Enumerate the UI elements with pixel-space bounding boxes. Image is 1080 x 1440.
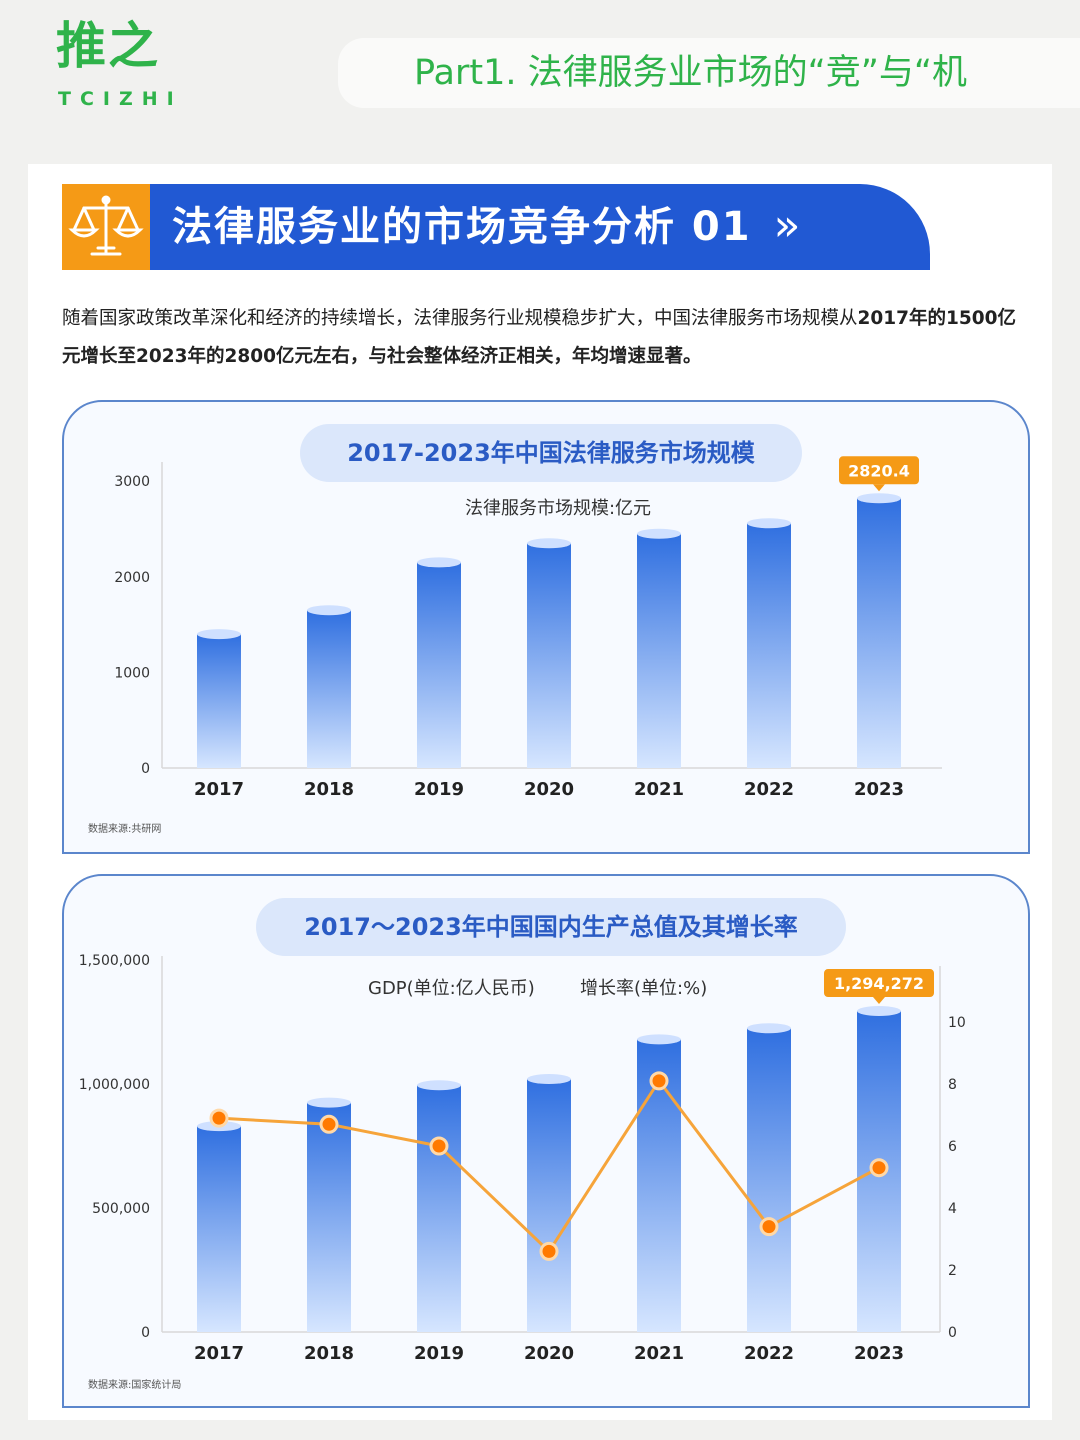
chart2-bar-2019	[417, 1085, 461, 1332]
chart2-rate-point-2023	[869, 1158, 889, 1178]
chart2-bar-2017	[197, 1126, 241, 1332]
chart2-bar-2022	[747, 1028, 791, 1332]
chart2-ytick-right-2: 2	[948, 1263, 957, 1279]
banner-title: 法律服务业的市场竞争分析 01 »	[172, 196, 802, 257]
chart-panel-market: 2017-2023年中国法律服务市场规模 0 1000 2000 3000 法律服务市场…	[62, 400, 1030, 854]
chart1-ytick-1000: 1000	[114, 665, 150, 681]
chart1-bar-cap-2020	[527, 538, 571, 549]
chart2-ytick-left-500000: 500,000	[92, 1201, 150, 1217]
chart2-bar-cap-2020	[527, 1074, 571, 1085]
chart2-rate-point-2022	[759, 1217, 779, 1237]
chart2-legend-gdp: GDP(单位:亿人民币)	[368, 978, 535, 999]
chart1-svg: 0 1000 2000 3000 法律服务市场规模:亿元 2017 2018 2019 2020…	[88, 456, 942, 835]
scales-icon	[68, 195, 144, 256]
banner-icon-box	[62, 184, 150, 270]
chart2-ytick-right-4: 4	[948, 1201, 957, 1217]
chart2-xtick-2023: 2023	[854, 1343, 904, 1364]
chart1-ytick-0: 0	[141, 761, 150, 777]
chart1-bar-cap-2023	[857, 493, 901, 504]
intro-paragraph: 随着国家政策改革深化和经济的持续增长，法律服务行业规模稳步扩大，中国法律服务市场…	[62, 300, 1022, 376]
chart1-bar-2017	[197, 634, 241, 768]
chart2-title: 2017～2023年中国国内生产总值及其增长率	[256, 898, 846, 956]
chart2-ytick-right-6: 6	[948, 1139, 957, 1155]
chart2-xtick-2018: 2018	[304, 1343, 354, 1364]
chart2-bar-cap-2019	[417, 1080, 461, 1091]
chart1-source: 数据来源:共研网	[88, 822, 161, 835]
chart1-bar-2021	[637, 533, 681, 768]
content-card: 法律服务业的市场竞争分析 01 » 随着国家政策改革深化和经济的持续增长，法律服…	[28, 164, 1052, 1420]
brand-logo: 推之 TCIZHI	[52, 14, 182, 110]
chart1-highlight-label-box	[839, 456, 919, 485]
banner-title-text: 法律服务业的市场竞争分析 01	[172, 204, 752, 250]
chart1-bar-2022	[747, 523, 791, 768]
chart2-xtick-2021: 2021	[634, 1343, 684, 1364]
chart2-bar-cap-2023	[857, 1006, 901, 1017]
double-chevron-icon: »	[773, 200, 803, 251]
chart2-rate-point-2018	[319, 1114, 339, 1134]
chart2-rate-point-2019	[429, 1136, 449, 1156]
chart2-xtick-2020: 2020	[524, 1343, 574, 1364]
intro-text-bold: 2017年的1500亿元增长至2023年的2800亿元左右，	[62, 308, 1016, 367]
section-banner: 法律服务业的市场竞争分析 01 »	[62, 184, 938, 270]
chart2-highlight-label-pointer	[873, 997, 885, 1005]
chart2-ytick-right-10: 10	[948, 1015, 966, 1031]
chart2-xtick-2019: 2019	[414, 1343, 464, 1364]
chart2-ytick-right-8: 8	[948, 1077, 957, 1093]
chart1-bar-cap-2017	[197, 629, 241, 640]
chart1-bar-cap-2022	[747, 518, 791, 529]
chart2-xtick-2022: 2022	[744, 1343, 794, 1364]
banner-bar	[150, 184, 930, 270]
chart2-xtick-2017: 2017	[194, 1343, 244, 1364]
chart2-ytick-left-1500000: 1,500,000	[79, 953, 150, 969]
chart2-svg: 0 500,000 1,000,000 1,500,000 0 2 4 6 8 10 GDP(单位:…	[79, 953, 966, 1391]
chart1-highlight-label: 2820.4	[848, 461, 910, 480]
chart1-bar-cap-2021	[637, 528, 681, 539]
chart2-ytick-left-0: 0	[141, 1325, 150, 1341]
chart2-rate-point-2020	[539, 1241, 559, 1261]
chart2-rate-point-2017	[209, 1108, 229, 1128]
chart1-ytick-3000: 3000	[114, 474, 150, 490]
chart2-highlight-label: 1,294,272	[834, 974, 924, 993]
chart2-highlight-label-box	[824, 969, 934, 998]
chart1-bar-2023	[857, 498, 901, 768]
chart1-subtitle: 法律服务市场规模:亿元	[465, 498, 651, 519]
logo-cn: 推之	[56, 17, 160, 75]
part-title: Part1. 法律服务业市场的“竞”与“机	[414, 53, 968, 93]
intro-text-1: 随着国家政策改革深化和经济的持续增长，法律服务行业规模稳步扩大，中国法律服务市场…	[62, 308, 858, 329]
chart1-ytick-2000: 2000	[114, 570, 150, 586]
chart2-bar-cap-2018	[307, 1097, 351, 1108]
chart1-xtick-2021: 2021	[634, 779, 684, 800]
chart2-source: 数据来源:国家统计局	[88, 1378, 181, 1391]
chart1-highlight-label-pointer	[873, 484, 885, 492]
chart1-xtick-2019: 2019	[414, 779, 464, 800]
chart1-xtick-2020: 2020	[524, 779, 574, 800]
chart1-xtick-2023: 2023	[854, 779, 904, 800]
chart2-rate-point-2021	[649, 1071, 669, 1091]
logo-en: TCIZHI	[58, 88, 183, 110]
chart1-bar-2018	[307, 610, 351, 768]
chart1-xtick-2017: 2017	[194, 779, 244, 800]
chart1-bar-2019	[417, 562, 461, 768]
chart2-bar-2018	[307, 1102, 351, 1332]
chart-panel-gdp: 2017～2023年中国国内生产总值及其增长率 0 500,000 1,000,00…	[62, 874, 1030, 1408]
chart1-bar-2020	[527, 543, 571, 768]
part-header: Part1. 法律服务业市场的“竞”与“机	[338, 38, 1080, 108]
chart2-bar-cap-2022	[747, 1023, 791, 1034]
chart2-ytick-left-1000000: 1,000,000	[79, 1077, 150, 1093]
chart2-bar-cap-2021	[637, 1034, 681, 1045]
chart1-title: 2017-2023年中国法律服务市场规模	[300, 424, 802, 482]
chart1-bar-cap-2018	[307, 605, 351, 616]
chart2-legend-rate: 增长率(单位:%)	[580, 978, 707, 999]
chart1-bar-cap-2019	[417, 557, 461, 568]
chart2-ytick-right-0: 0	[948, 1325, 957, 1341]
chart2-bar-2020	[527, 1079, 571, 1332]
intro-text-2: 与社会整体经济正相关，年均增速显著。	[368, 346, 702, 367]
chart1-xtick-2022: 2022	[744, 779, 794, 800]
chart1-xtick-2018: 2018	[304, 779, 354, 800]
